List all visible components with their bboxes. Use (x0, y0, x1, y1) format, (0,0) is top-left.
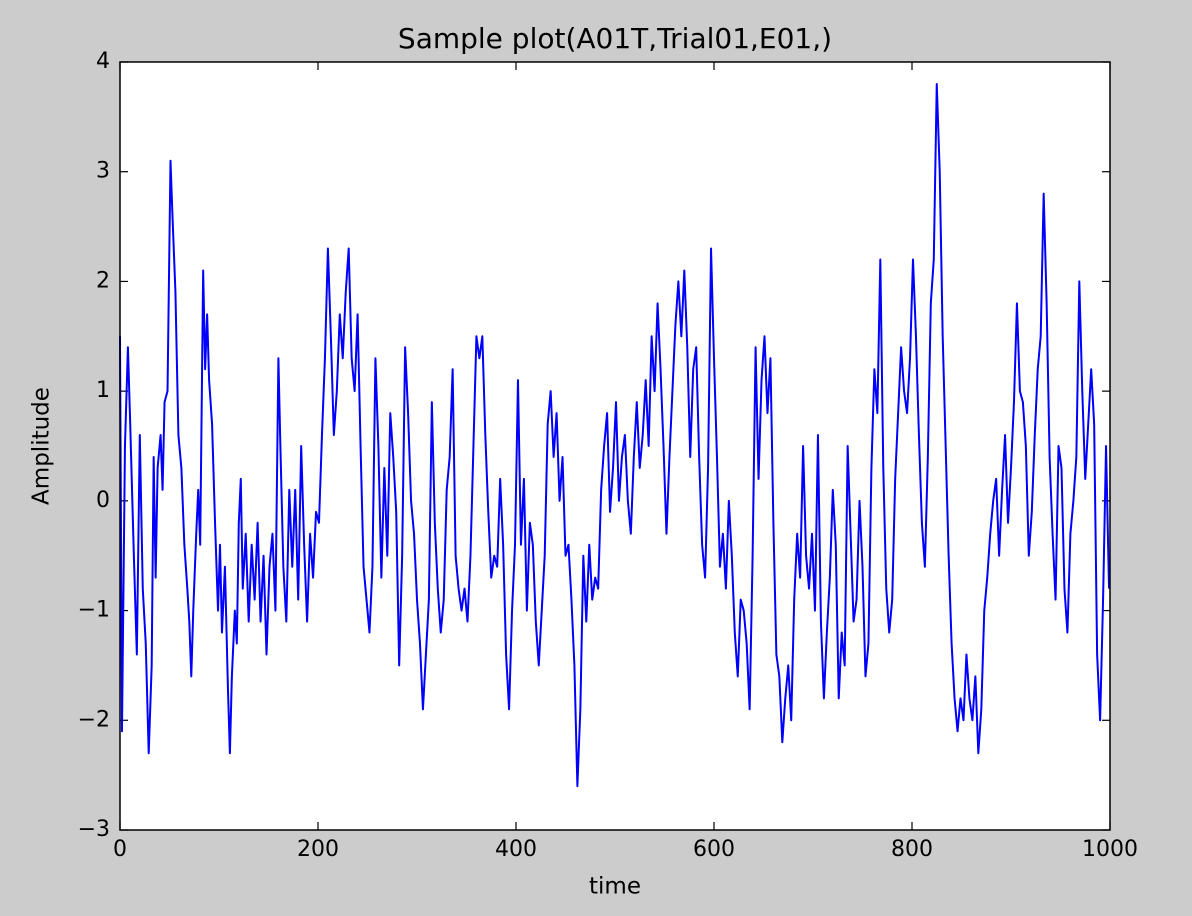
x-tick-label: 800 (891, 837, 933, 862)
x-axis-label: time (589, 874, 641, 900)
x-tick-label: 200 (297, 837, 339, 862)
y-tick-label: 3 (96, 159, 110, 184)
data-line (119, 82, 1111, 788)
y-tick-label: 4 (96, 49, 110, 74)
x-tick-label: 1000 (1082, 837, 1138, 862)
x-tick-label: 400 (495, 837, 537, 862)
chart-title: Sample plot(A01T,Trial01,E01,) (398, 22, 832, 55)
plot-frame (119, 61, 1111, 831)
y-axis-label: Amplitude (29, 387, 55, 505)
y-tick-label: 2 (96, 268, 110, 293)
x-tick-label: 600 (693, 837, 735, 862)
y-tick-label: 0 (96, 488, 110, 513)
y-tick-label: −1 (78, 598, 110, 623)
x-tick-label: 0 (113, 837, 127, 862)
y-tick-label: −2 (78, 707, 110, 732)
y-tick-label: −3 (78, 817, 110, 842)
y-tick-label: 1 (96, 378, 110, 403)
